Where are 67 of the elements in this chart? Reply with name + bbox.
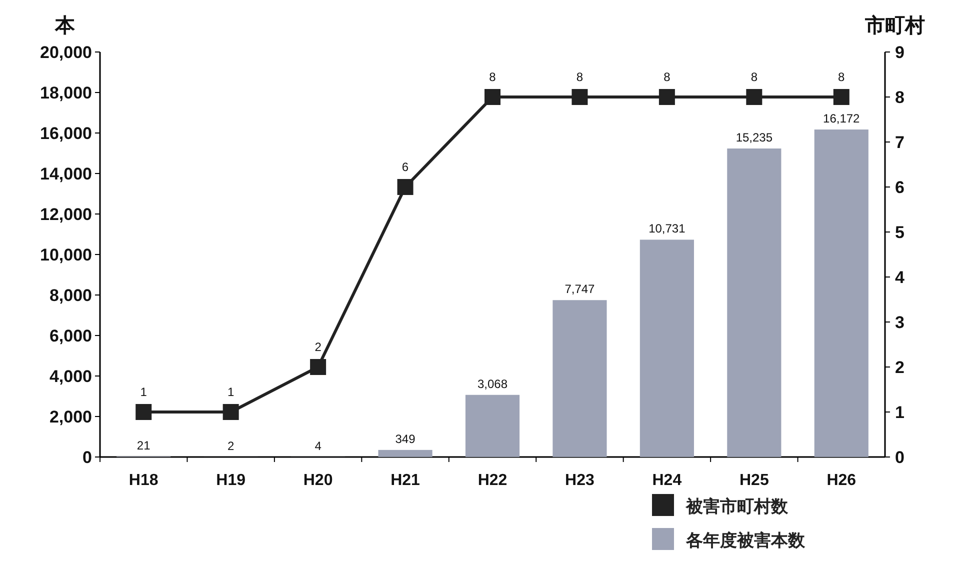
y2-tick-label: 1	[895, 403, 904, 422]
point	[397, 179, 414, 195]
data-label: 2	[227, 438, 234, 453]
point	[746, 89, 762, 105]
x-tick-label: H23	[565, 472, 594, 489]
y-tick-label: 16,000	[40, 124, 92, 143]
point	[136, 404, 152, 420]
data-label: 6	[402, 160, 409, 174]
x-tick-label: H20	[303, 472, 333, 489]
y2-tick-label: 0	[895, 448, 904, 467]
y-tick-label: 4,000	[49, 367, 92, 386]
bar	[552, 300, 607, 457]
data-label: 10,731	[648, 222, 686, 236]
y-tick-label: 0	[82, 448, 92, 467]
y-tick-label: 14,000	[40, 164, 92, 184]
data-label: 16,172	[823, 112, 860, 126]
legend-label: 各年度被害本数	[685, 531, 806, 550]
y2-tick-label: 4	[895, 268, 905, 287]
x-tick-label: H19	[216, 472, 246, 489]
x-tick-label: H24	[652, 472, 682, 489]
y2-axis-title: 市町村	[864, 14, 925, 37]
y-tick-label: 12,000	[40, 205, 92, 224]
y-tick-label: 20,000	[40, 43, 92, 62]
bar	[465, 394, 520, 457]
data-label: 8	[750, 70, 758, 84]
y-tick-label: 6,000	[49, 326, 92, 346]
data-label: 1	[227, 385, 234, 399]
x-tick-label: H25	[739, 472, 769, 489]
point	[833, 89, 850, 105]
y-tick-label: 10,000	[40, 246, 92, 264]
bar	[727, 148, 782, 457]
point	[572, 89, 588, 105]
x-tick-label: H22	[478, 472, 508, 489]
bar	[378, 450, 432, 457]
data-label: 7,747	[564, 282, 596, 296]
point	[222, 404, 239, 420]
x-tick-label: H26	[826, 472, 856, 489]
data-label: 8	[664, 70, 671, 84]
y2-tick-label: 5	[895, 223, 904, 242]
y2-tick-label: 3	[895, 313, 904, 332]
data-label: 2	[314, 340, 322, 354]
bar	[640, 240, 694, 457]
data-label: 349	[395, 432, 416, 446]
data-label: 8	[838, 70, 846, 84]
y-axis-title: 本	[54, 15, 76, 37]
data-label: 8	[576, 70, 584, 84]
data-label: 1	[140, 385, 148, 399]
y2-tick-label: 2	[895, 358, 904, 377]
data-label: 15,235	[736, 130, 773, 144]
data-label: 3,068	[477, 376, 508, 391]
point	[484, 89, 500, 105]
y-tick-label: 18,000	[40, 84, 92, 102]
y2-tick-label: 9	[895, 43, 904, 62]
data-label: 21	[136, 438, 151, 453]
y2-tick-label: 7	[895, 133, 904, 152]
y2-tick-label: 8	[895, 88, 904, 107]
y-tick-label: 8,000	[49, 286, 92, 305]
bar	[814, 130, 868, 457]
y-tick-label: 2,000	[49, 408, 92, 426]
x-tick-label: H21	[390, 472, 420, 489]
legend-label: 被害市町村数	[685, 497, 789, 516]
data-label: 4	[314, 438, 322, 453]
x-tick-label: H18	[128, 472, 158, 489]
y2-tick-label: 6	[895, 178, 904, 197]
point	[310, 359, 326, 375]
point	[658, 89, 675, 105]
data-label: 8	[489, 70, 496, 84]
